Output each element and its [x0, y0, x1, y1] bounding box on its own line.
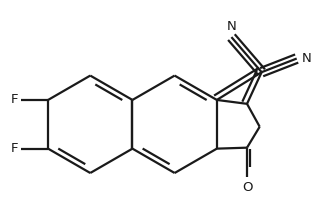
Text: O: O	[242, 181, 252, 194]
Text: F: F	[11, 94, 18, 106]
Text: F: F	[11, 142, 18, 155]
Text: N: N	[301, 52, 311, 65]
Text: N: N	[226, 20, 236, 33]
